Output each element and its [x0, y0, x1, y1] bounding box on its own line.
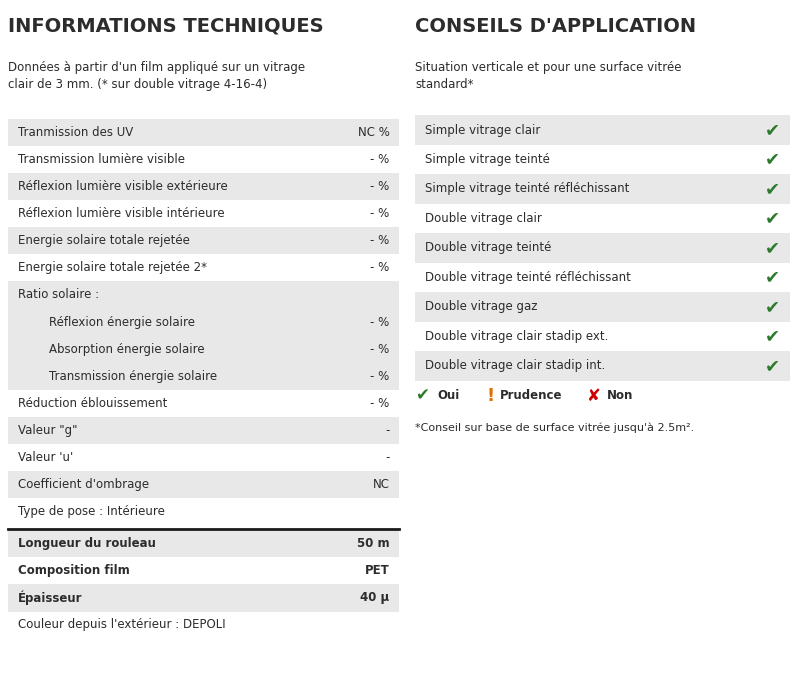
Text: INFORMATIONS TECHNIQUES: INFORMATIONS TECHNIQUES — [8, 17, 324, 36]
Text: Simple vitrage teinté: Simple vitrage teinté — [425, 153, 549, 166]
Text: - %: - % — [370, 261, 389, 275]
Text: Ratio solaire :: Ratio solaire : — [18, 288, 99, 302]
Text: NC: NC — [373, 478, 389, 492]
Bar — [8, 146, 399, 173]
Text: - %: - % — [370, 207, 389, 220]
Bar — [8, 308, 399, 336]
Text: Valeur "g": Valeur "g" — [18, 424, 77, 437]
Text: ✔: ✔ — [765, 239, 780, 257]
Text: Double vitrage clair stadip ext.: Double vitrage clair stadip ext. — [425, 330, 608, 343]
Bar — [8, 557, 399, 584]
Text: - %: - % — [370, 234, 389, 247]
Text: - %: - % — [370, 342, 389, 356]
Bar — [415, 262, 790, 292]
Bar — [8, 584, 399, 612]
Text: -: - — [385, 451, 389, 464]
Text: Double vitrage gaz: Double vitrage gaz — [425, 300, 537, 313]
Bar — [8, 390, 399, 417]
Bar — [8, 281, 399, 308]
Bar — [8, 173, 399, 200]
Text: Double vitrage teinté: Double vitrage teinté — [425, 241, 551, 254]
Text: - %: - % — [370, 180, 389, 193]
Text: Prudence: Prudence — [500, 389, 563, 402]
Text: CONSEILS D'APPLICATION: CONSEILS D'APPLICATION — [415, 17, 696, 36]
Text: Double vitrage clair: Double vitrage clair — [425, 212, 541, 225]
Bar — [8, 498, 399, 525]
Text: Réflexion lumière visible intérieure: Réflexion lumière visible intérieure — [18, 207, 224, 220]
Text: Valeur 'u': Valeur 'u' — [18, 451, 73, 464]
Bar — [415, 321, 790, 351]
Text: ✔: ✔ — [765, 357, 780, 375]
Bar — [415, 174, 790, 203]
Text: Données à partir d'un film appliqué sur un vitrage
clair de 3 mm. (* sur double : Données à partir d'un film appliqué sur … — [8, 61, 305, 91]
Bar — [8, 336, 399, 363]
Text: Energie solaire totale rejetée 2*: Energie solaire totale rejetée 2* — [18, 261, 207, 275]
Text: ✔: ✔ — [765, 210, 780, 228]
Text: - %: - % — [370, 315, 389, 329]
Text: Absorption énergie solaire: Absorption énergie solaire — [49, 342, 205, 356]
Text: ✔: ✔ — [765, 121, 780, 139]
Bar — [8, 254, 399, 281]
Text: Transmission lumière visible: Transmission lumière visible — [18, 153, 184, 166]
Bar — [415, 292, 790, 321]
Bar — [8, 200, 399, 227]
Text: 50 m: 50 m — [357, 537, 389, 551]
Text: Transmission énergie solaire: Transmission énergie solaire — [49, 370, 218, 383]
Bar — [8, 417, 399, 444]
Text: Situation verticale et pour une surface vitrée
standard*: Situation verticale et pour une surface … — [415, 61, 681, 91]
Text: Coefficient d'ombrage: Coefficient d'ombrage — [18, 478, 148, 492]
Text: - %: - % — [370, 153, 389, 166]
Text: Tranmission des UV: Tranmission des UV — [18, 125, 132, 139]
Text: Épaisseur: Épaisseur — [18, 591, 82, 605]
Text: Oui: Oui — [437, 389, 460, 402]
Text: -: - — [385, 424, 389, 437]
Text: - %: - % — [370, 370, 389, 383]
Text: ✔: ✔ — [765, 268, 780, 287]
Text: ✔: ✔ — [415, 386, 429, 405]
Text: ✔: ✔ — [765, 298, 780, 316]
Text: PET: PET — [365, 564, 389, 578]
Text: Composition film: Composition film — [18, 564, 129, 578]
Text: Energie solaire totale rejetée: Energie solaire totale rejetée — [18, 234, 189, 247]
Text: *Conseil sur base de surface vitrée jusqu'à 2.5m².: *Conseil sur base de surface vitrée jusq… — [415, 423, 694, 433]
Text: ✘: ✘ — [587, 386, 600, 405]
Text: ✔: ✔ — [765, 180, 780, 198]
Text: Réduction éblouissement: Réduction éblouissement — [18, 397, 167, 410]
Bar — [8, 227, 399, 254]
Text: NC %: NC % — [358, 125, 389, 139]
Text: - %: - % — [370, 397, 389, 410]
Text: Longueur du rouleau: Longueur du rouleau — [18, 537, 156, 551]
Bar — [415, 351, 790, 380]
Bar — [8, 530, 399, 557]
Bar — [8, 119, 399, 146]
Bar — [415, 145, 790, 174]
Text: ✔: ✔ — [765, 151, 780, 169]
Text: Non: Non — [606, 389, 633, 402]
Bar — [415, 203, 790, 233]
Text: Couleur depuis l'extérieur : DEPOLI: Couleur depuis l'extérieur : DEPOLI — [18, 618, 225, 631]
Text: Type de pose : Intérieure: Type de pose : Intérieure — [18, 505, 164, 519]
Text: !: ! — [487, 386, 495, 405]
Bar — [8, 363, 399, 390]
Bar — [8, 444, 399, 471]
Text: Double vitrage clair stadip int.: Double vitrage clair stadip int. — [425, 359, 605, 372]
Text: Réflexion énergie solaire: Réflexion énergie solaire — [49, 315, 196, 329]
Text: Double vitrage teinté réfléchissant: Double vitrage teinté réfléchissant — [425, 271, 630, 284]
Bar — [415, 233, 790, 262]
Bar — [8, 471, 399, 498]
Text: Réflexion lumière visible extérieure: Réflexion lumière visible extérieure — [18, 180, 227, 193]
Text: ✔: ✔ — [765, 327, 780, 346]
Text: Simple vitrage clair: Simple vitrage clair — [425, 123, 540, 136]
Text: Simple vitrage teinté réfléchissant: Simple vitrage teinté réfléchissant — [425, 182, 629, 195]
Bar — [415, 115, 790, 145]
Text: 40 μ: 40 μ — [361, 591, 389, 605]
